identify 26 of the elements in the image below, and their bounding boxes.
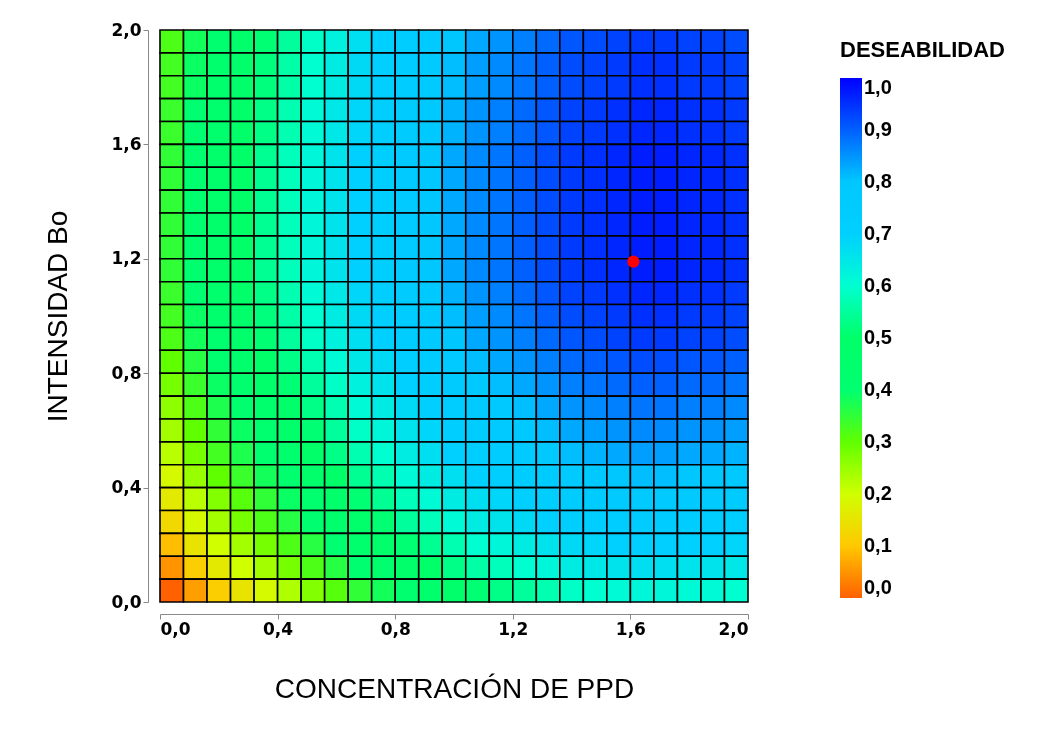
x-tick-label: 1,6 <box>615 618 646 639</box>
y-tick-label: 0,4 <box>111 477 142 498</box>
y-tick-label: 0,0 <box>111 591 142 612</box>
color-bar-label: 0,5 <box>864 326 892 348</box>
color-bar-label: 0,9 <box>864 118 892 140</box>
x-tick-label: 0,4 <box>263 618 294 639</box>
legend-title: DESEABILIDAD <box>840 37 1006 62</box>
color-bar-label: 0,6 <box>864 274 892 296</box>
x-axis-title: CONCENTRACIÓN DE PPD <box>274 672 635 704</box>
color-bar-label: 0,7 <box>864 222 892 244</box>
y-tick-label: 1,6 <box>111 133 142 154</box>
y-tick-label: 1,2 <box>111 248 142 269</box>
color-bar-label: 1,0 <box>864 76 892 98</box>
color-bar-label: 0,1 <box>864 534 892 556</box>
x-tick-label: 1,2 <box>498 618 529 639</box>
color-bar-label: 0,4 <box>864 378 893 400</box>
color-bar-label: 0,3 <box>864 430 892 452</box>
x-tick-label: 2,0 <box>718 618 749 639</box>
x-tick-label: 0,8 <box>380 618 411 639</box>
color-bar-label: 0,8 <box>864 170 892 192</box>
y-tick-label: 0,8 <box>111 362 142 383</box>
color-bar-label: 0,0 <box>864 576 892 598</box>
y-tick-label: 2,0 <box>111 19 142 40</box>
x-tick-label: 0,0 <box>160 618 191 639</box>
color-bar-label: 0,2 <box>864 482 892 504</box>
y-axis-title: INTENSIDAD Bo <box>42 210 74 423</box>
